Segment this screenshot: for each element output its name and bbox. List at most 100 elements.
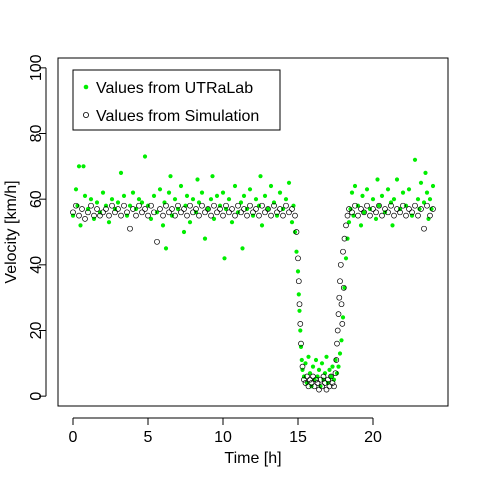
lab-data-point <box>121 193 127 198</box>
lab-data-point <box>421 200 427 205</box>
sim-data-point <box>316 386 322 393</box>
sim-data-point <box>109 202 115 209</box>
x-tick-label: 15 <box>289 429 307 446</box>
sim-data-point <box>412 202 418 209</box>
sim-data-point <box>121 202 127 209</box>
sim-data-point <box>220 212 226 219</box>
x-tick-label: 20 <box>364 429 382 446</box>
sim-data-point <box>418 206 424 212</box>
lab-data-point <box>202 236 208 241</box>
lab-data-point <box>346 220 352 225</box>
sim-data-point <box>199 202 205 209</box>
lab-data-point <box>427 197 433 202</box>
lab-data-point <box>169 213 175 218</box>
lab-data-point <box>259 223 265 228</box>
lab-data-point <box>265 206 271 212</box>
lab-data-point <box>391 197 397 202</box>
lab-data-point <box>190 197 196 202</box>
sim-data-point <box>304 373 310 380</box>
sim-data-point <box>298 340 304 347</box>
sim-data-point <box>100 209 106 216</box>
sim-data-point <box>73 202 79 209</box>
lab-data-point <box>400 190 406 195</box>
sim-data-point <box>334 327 341 334</box>
sim-data-point <box>223 202 229 209</box>
sim-data-point <box>415 212 421 219</box>
sim-data-point <box>373 209 379 216</box>
lab-data-point <box>375 177 380 182</box>
lab-data-point <box>303 361 308 366</box>
sim-data-point <box>151 209 157 216</box>
sim-data-point <box>340 284 347 291</box>
sim-data-point <box>130 206 136 212</box>
sim-data-point <box>271 202 277 209</box>
sim-data-point <box>118 212 124 219</box>
lab-data-point <box>235 210 241 215</box>
lab-data-point <box>310 364 316 369</box>
lab-data-point <box>172 197 178 202</box>
lab-data-point <box>289 220 295 225</box>
sim-data-point <box>256 212 262 219</box>
sim-data-point <box>400 202 406 209</box>
lab-data-point <box>415 197 421 202</box>
legend: Values from UTRaLab Values from Simulati… <box>72 69 281 131</box>
lab-data-point <box>342 285 347 290</box>
sim-data-point <box>334 340 340 347</box>
lab-data-point <box>181 229 187 235</box>
y-tick-label: 0 <box>28 392 45 401</box>
lab-data-point <box>106 220 112 225</box>
sim-data-point <box>79 206 85 212</box>
sim-data-point <box>323 386 330 393</box>
lab-data-point <box>339 338 344 343</box>
sim-data-point <box>136 202 142 209</box>
sim-data-point <box>394 206 400 212</box>
sim-data-point <box>169 206 175 212</box>
sim-data-point <box>344 212 351 219</box>
y-tick-label: 20 <box>28 322 45 340</box>
sim-data-point <box>338 301 345 308</box>
sim-data-point <box>385 209 391 216</box>
lab-data-point <box>78 223 83 228</box>
lab-data-point <box>258 174 263 179</box>
x-axis: 0 5 10 15 20 <box>69 417 382 446</box>
sim-data-point <box>226 209 232 216</box>
sim-data-point <box>205 206 211 212</box>
sim-data-point <box>305 383 312 390</box>
lab-data-point <box>199 190 205 195</box>
sim-data-point <box>367 212 373 219</box>
lab-data-point <box>205 206 211 212</box>
sim-data-point <box>340 248 346 255</box>
lab-data-point <box>343 256 349 261</box>
lab-data-point <box>109 197 115 202</box>
lab-data-point <box>82 193 88 198</box>
y-tick-label: 100 <box>28 54 45 81</box>
sim-data-point <box>308 380 315 386</box>
lab-data-point <box>430 183 436 189</box>
lab-data-point <box>349 190 355 195</box>
sim-data-point <box>76 212 82 219</box>
lab-data-point <box>157 187 163 192</box>
sim-data-point <box>160 212 166 219</box>
lab-data-point <box>412 157 418 162</box>
lab-data-point <box>336 364 341 369</box>
lab-data-point <box>367 206 373 212</box>
lab-data-point <box>330 364 335 369</box>
x-tick-label: 0 <box>69 429 78 446</box>
sim-data-point <box>317 376 324 383</box>
lab-data-point <box>154 210 160 215</box>
lab-data-point <box>319 361 325 366</box>
sim-data-point <box>355 212 361 219</box>
lab-data-point <box>358 223 364 228</box>
sim-data-point <box>391 212 397 219</box>
sim-data-point <box>283 202 289 209</box>
lab-data-point <box>145 203 151 208</box>
lab-data-point <box>73 187 79 192</box>
lab-data-point <box>100 190 106 195</box>
sim-data-point <box>349 209 355 216</box>
sim-data-point <box>268 212 274 219</box>
sim-data-point <box>166 209 172 216</box>
lab-data-point <box>298 328 303 333</box>
lab-data-point <box>222 256 227 261</box>
